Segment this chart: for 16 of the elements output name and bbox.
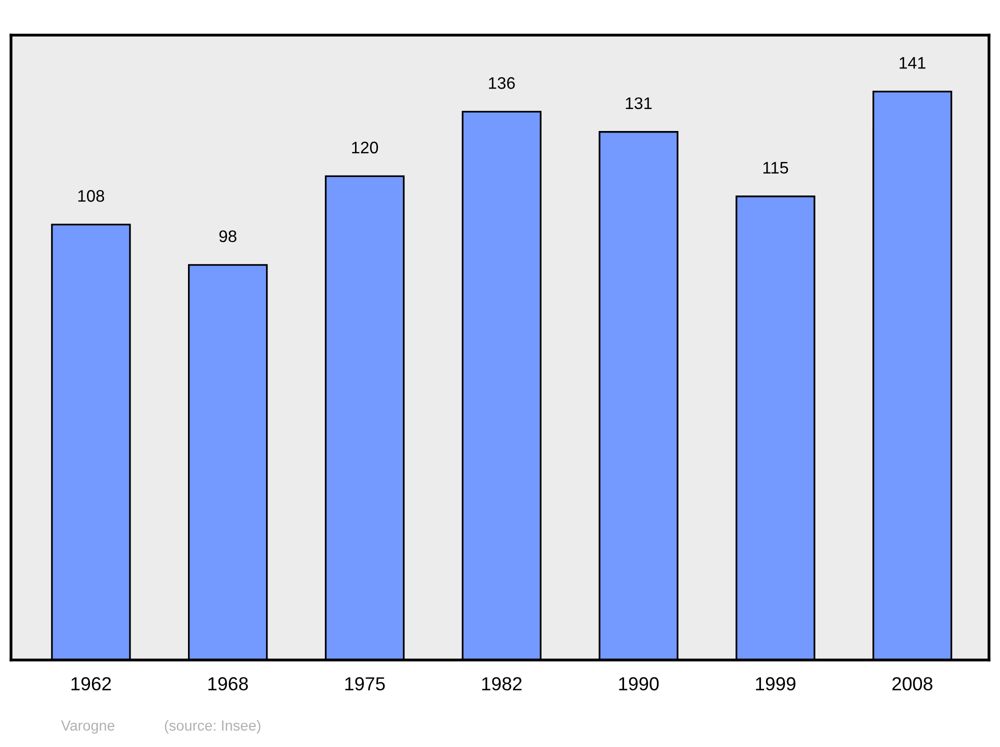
data-label: 98 (219, 230, 236, 242)
x-tick-label: 1975 (345, 677, 385, 690)
x-tick-label: 1968 (208, 677, 248, 690)
text: Varogne (61, 720, 114, 734)
text: (source: Insee) (164, 720, 260, 734)
x-tick-label: 1962 (72, 677, 111, 690)
x-tick-label: 1982 (482, 677, 522, 690)
x-tick-label: 1990 (619, 677, 659, 690)
x-tick-label: 2008 (892, 677, 932, 690)
data-label: 131 (626, 97, 652, 110)
data-label: 120 (352, 142, 378, 154)
data-label: 136 (489, 77, 515, 89)
x-tick-label: 1999 (756, 677, 796, 690)
data-label: 115 (763, 162, 788, 174)
data-label: 141 (900, 57, 926, 69)
data-label: 108 (78, 190, 104, 202)
